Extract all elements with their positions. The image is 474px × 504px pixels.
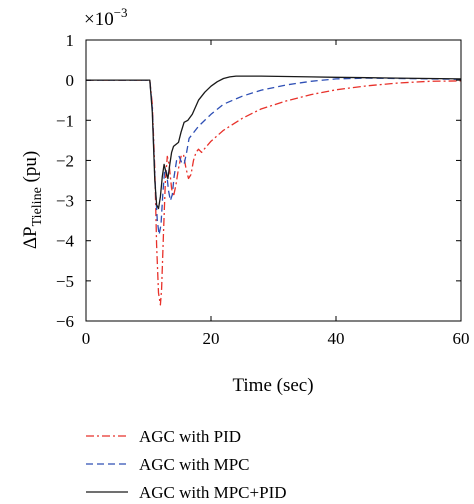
y-tick-label: −4 [56, 232, 75, 251]
y-axis-label: ΔPTieline (pu) [20, 151, 45, 249]
exponent-label: ×10−3 [84, 5, 128, 30]
x-axis-label: Time (sec) [232, 375, 313, 396]
y-tick-label: −6 [56, 312, 74, 331]
plot-frame [85, 39, 462, 322]
y-axis-label-unit: (pu) [20, 151, 41, 187]
series-line-2 [86, 77, 462, 236]
x-tick-label: 20 [203, 329, 220, 348]
y-tick-label: −2 [56, 151, 74, 170]
y-tick-label: 0 [66, 71, 75, 90]
x-tick-label: 60 [453, 329, 470, 348]
y-axis-label-main: ΔP [20, 226, 41, 249]
x-tick-label: 0 [82, 329, 91, 348]
y-tick-label: −1 [56, 111, 74, 130]
x-tick-label: 40 [328, 329, 345, 348]
legend-label: AGC with MPC+PID [139, 483, 287, 502]
y-tick-label: −5 [56, 272, 74, 291]
exponent-power: −3 [114, 5, 128, 20]
legend-label: AGC with PID [139, 427, 241, 446]
y-axis-label-sub: Tieline [30, 187, 45, 226]
y-tick-label: 1 [66, 31, 75, 50]
y-tick-label: −3 [56, 192, 74, 211]
series-layer [86, 75, 462, 306]
exponent-base: ×10 [84, 9, 114, 30]
tick-layer: 0 20 40 60 1 0 −1 −2 −3 −4 −5 −6 [56, 31, 470, 348]
legend-label: AGC with MPC [139, 455, 250, 474]
series-line-3 [86, 75, 462, 210]
series-line-1 [86, 79, 462, 306]
legend: AGC with PID AGC with MPC AGC with MPC+PID [86, 427, 287, 502]
